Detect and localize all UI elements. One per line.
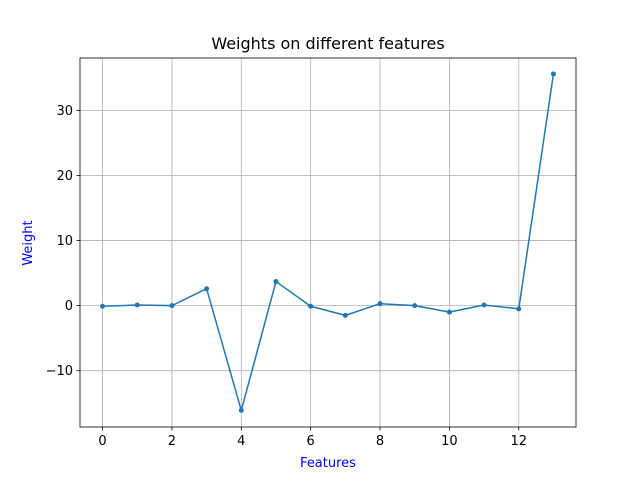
axes-spines <box>79 57 577 428</box>
x-tick-label: 8 <box>376 434 384 449</box>
y-tick-label: 0 <box>65 299 73 314</box>
x-tick-label: 2 <box>168 434 176 449</box>
plot-frame <box>79 57 577 428</box>
data-point <box>377 301 383 307</box>
data-point <box>308 303 314 309</box>
y-tick-label: 30 <box>56 104 73 119</box>
x-tick-label: 0 <box>98 434 106 449</box>
y-tick-label: 20 <box>56 169 73 184</box>
x-tick-label: 12 <box>510 434 527 449</box>
series-layer <box>100 71 556 413</box>
y-axis-ticks: −10 0 10 20 30 <box>46 104 80 379</box>
data-point <box>169 303 175 309</box>
y-tick-label: −10 <box>46 364 73 379</box>
data-point <box>550 71 556 77</box>
y-tick-label: 10 <box>56 234 73 249</box>
x-axis-ticks: 0 2 4 6 8 10 12 <box>98 427 527 449</box>
x-tick-label: 4 <box>237 434 245 449</box>
x-tick-label: 10 <box>441 434 458 449</box>
data-point <box>238 407 244 413</box>
x-axis-title: Features <box>300 456 356 471</box>
plot-area <box>80 58 576 427</box>
data-point <box>342 312 348 318</box>
data-point <box>134 302 140 308</box>
data-point <box>204 286 210 292</box>
data-point <box>446 309 452 315</box>
chart-title: Weights on different features <box>211 34 444 53</box>
data-point <box>412 303 418 309</box>
data-point <box>481 302 487 308</box>
x-tick-label: 6 <box>307 434 315 449</box>
series-line <box>102 73 555 412</box>
y-axis-title: Weight <box>21 220 36 265</box>
data-point <box>100 303 106 309</box>
data-point <box>516 306 522 312</box>
data-point <box>273 279 279 285</box>
